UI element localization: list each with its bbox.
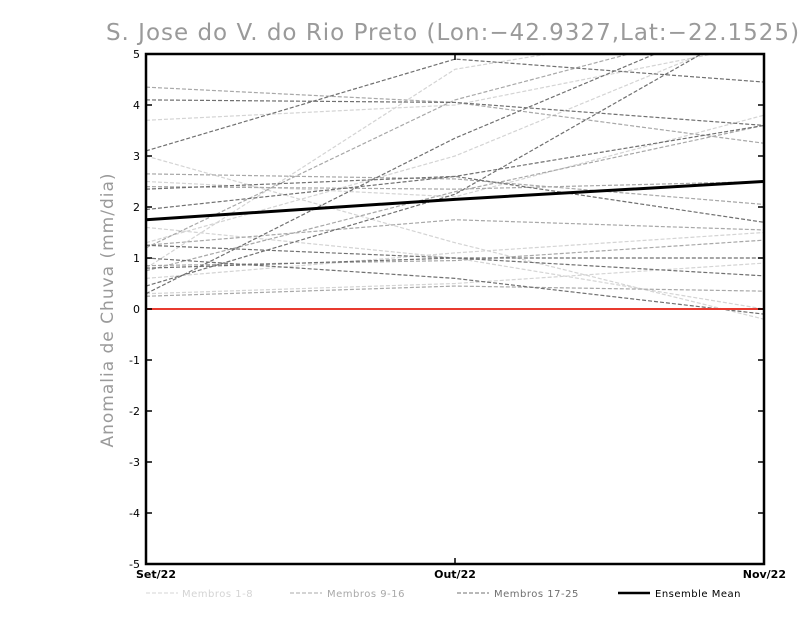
y-tick-label: 0 [133, 303, 140, 316]
member-series-line-16 [146, 173, 764, 206]
x-tick-label: Nov/22 [743, 568, 786, 581]
member-series-line-21 [146, 124, 764, 190]
y-tick-label: -5 [129, 558, 140, 571]
ensemble-mean-layer [146, 180, 764, 222]
y-tick-label: -1 [129, 354, 140, 367]
member-series-line-1 [146, 54, 552, 269]
member-series-line-15 [146, 239, 764, 267]
member-series-line-3 [146, 54, 704, 244]
y-tick-label: 4 [133, 99, 140, 112]
legend-label: Membros 17-25 [494, 589, 579, 600]
x-tick-label: Set/22 [136, 568, 176, 581]
member-series-line-19 [146, 54, 657, 295]
member-series-line-6 [146, 262, 764, 295]
y-tick-label: 2 [133, 201, 140, 214]
y-tick-label: 3 [133, 150, 140, 163]
member-series-line-2 [146, 54, 716, 121]
y-axis-ticks: 5 4 3 2 1 0 -1 -2 -3 -4 -5 [129, 48, 764, 571]
member-series-line-7 [146, 226, 764, 310]
legend-label: Membros 9-16 [327, 589, 405, 600]
y-tick-label: 1 [133, 252, 140, 265]
legend: Membros 1-8 Membros 9-16 Membros 17-25 Ense… [146, 589, 741, 600]
y-tick-label: -4 [129, 507, 140, 520]
member-series-line-20 [146, 175, 764, 223]
member-series-line-17 [146, 99, 764, 126]
series-layer [146, 54, 764, 320]
member-series-line-12 [146, 124, 764, 272]
chart-title: S. Jose do V. do Rio Preto (Lon:−42.9327… [106, 20, 800, 46]
y-tick-label: -2 [129, 405, 140, 418]
member-series-line-13 [146, 285, 764, 297]
y-tick-label: -3 [129, 456, 140, 469]
legend-label: Ensemble Mean [655, 589, 741, 600]
member-series-line-11 [146, 180, 764, 190]
member-series-line-23 [146, 257, 764, 269]
member-series-line-18 [146, 58, 764, 152]
x-axis-ticks: Set/22 Out/22 Nov/22 [136, 54, 786, 581]
member-series-line-24 [146, 257, 764, 315]
member-series-line-5 [146, 155, 764, 320]
ensemble-mean-line [146, 180, 764, 222]
y-axis-label: Anomalia de Chuva (mm/dia) [98, 172, 118, 447]
y-tick-label: 5 [133, 48, 140, 61]
member-series-line-14 [146, 219, 764, 246]
member-series-line-25 [146, 54, 703, 287]
legend-label: Membros 1-8 [182, 589, 253, 600]
x-tick-label: Out/22 [434, 568, 476, 581]
member-series-line-8 [146, 231, 764, 279]
